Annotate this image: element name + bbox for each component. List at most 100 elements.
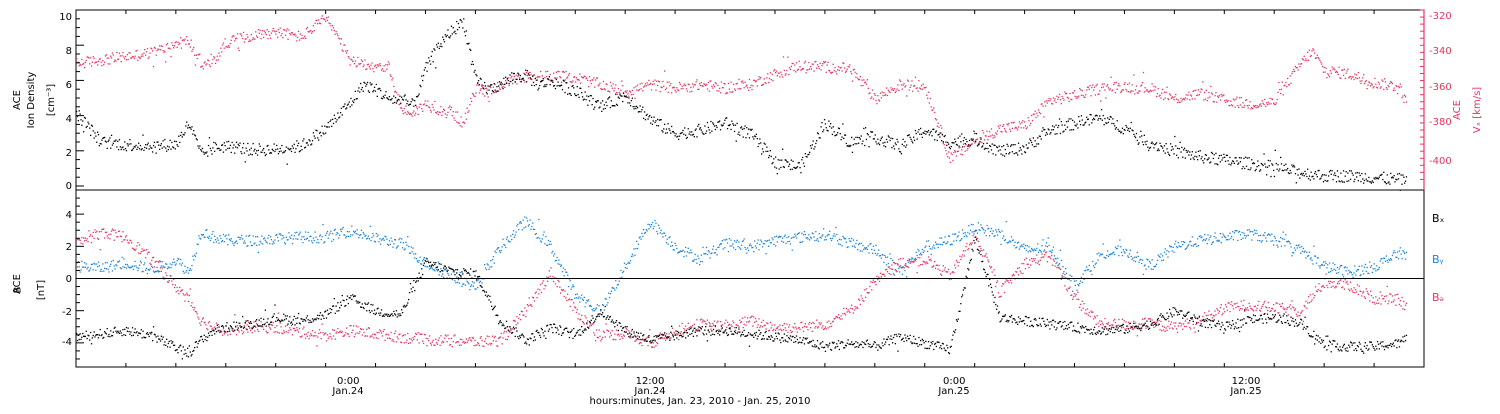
- bz-point: [443, 337, 446, 339]
- by-point: [1120, 251, 1123, 254]
- density-point: [945, 141, 947, 143]
- density-point: [579, 87, 581, 89]
- vx-point: [668, 81, 670, 83]
- by-point: [1323, 264, 1325, 266]
- by-point: [314, 231, 316, 233]
- vx-point: [1369, 82, 1371, 84]
- density-point: [702, 133, 704, 135]
- by-point: [1358, 265, 1360, 267]
- bz-point: [90, 234, 92, 236]
- by-point: [547, 239, 550, 242]
- density-point: [1092, 119, 1094, 121]
- vx-point: [235, 37, 238, 39]
- bz-point: [365, 335, 367, 337]
- bz-point: [191, 302, 193, 304]
- by-point: [451, 279, 453, 281]
- density-point: [711, 130, 713, 132]
- by-point: [177, 257, 179, 260]
- by-point: [1288, 241, 1290, 243]
- vx-point: [1366, 88, 1368, 90]
- vx-point: [550, 80, 552, 82]
- by-point: [462, 283, 464, 285]
- density-point: [1102, 114, 1104, 117]
- vx-point: [1091, 86, 1093, 89]
- by-point: [120, 268, 122, 270]
- by-point: [269, 242, 271, 245]
- by-point: [1107, 250, 1109, 252]
- density-point: [1343, 181, 1345, 183]
- by-point: [1305, 257, 1307, 259]
- vx-point: [1295, 67, 1297, 69]
- vx-point: [844, 67, 846, 69]
- by-point: [1006, 242, 1008, 244]
- vx-point: [815, 60, 817, 63]
- by-point: [1090, 270, 1092, 272]
- by-point: [1192, 245, 1194, 247]
- vx-point: [878, 100, 881, 102]
- vx-point: [610, 85, 612, 87]
- vx-point: [285, 30, 287, 32]
- bz-point: [379, 329, 381, 331]
- vx-point: [885, 87, 888, 89]
- density-point: [989, 145, 991, 147]
- vx-point: [907, 80, 910, 82]
- by-point: [1012, 239, 1014, 241]
- density-point: [681, 131, 683, 134]
- vx-point: [1148, 91, 1150, 93]
- vx-point: [83, 62, 85, 65]
- density-point: [1209, 162, 1211, 164]
- vx-point: [830, 72, 832, 74]
- by-point: [549, 240, 551, 243]
- by-point: [918, 250, 920, 252]
- by-point: [736, 239, 738, 241]
- by-point: [1361, 265, 1363, 267]
- density-point: [418, 93, 420, 95]
- by-point: [1141, 262, 1143, 265]
- vx-point: [185, 43, 187, 45]
- density-point: [344, 103, 346, 105]
- vx-point: [938, 126, 940, 128]
- bz-point: [258, 325, 260, 327]
- vx-point: [541, 75, 543, 77]
- vx-point: [349, 64, 351, 66]
- vx-point: [839, 67, 841, 69]
- bz-point: [292, 327, 294, 329]
- density-point: [1306, 175, 1308, 178]
- by-point: [568, 278, 571, 280]
- density-point: [90, 124, 93, 126]
- density-point: [124, 147, 127, 150]
- vx-point: [260, 37, 262, 40]
- density-point: [992, 153, 994, 155]
- vx-point: [146, 48, 149, 50]
- by-point: [194, 255, 197, 257]
- by-point: [722, 248, 724, 250]
- bz-point: [233, 330, 235, 333]
- density-point: [220, 149, 222, 151]
- density-point: [483, 88, 485, 90]
- by-point: [448, 274, 450, 276]
- by-point: [117, 261, 120, 263]
- density-point: [190, 128, 192, 130]
- vx-point: [1201, 88, 1203, 91]
- density-point: [1196, 156, 1198, 158]
- density-point: [1245, 165, 1248, 167]
- density-point: [321, 125, 323, 127]
- bz-point: [161, 267, 163, 269]
- vx-point: [135, 50, 137, 52]
- by-point: [1058, 263, 1061, 265]
- density-point: [240, 151, 242, 153]
- by-point: [180, 264, 183, 266]
- bz-point: [268, 325, 270, 327]
- density-point: [725, 117, 727, 119]
- bz-point: [168, 280, 170, 282]
- vx-point: [781, 74, 783, 76]
- by-point: [128, 266, 130, 269]
- by-point: [1187, 245, 1189, 247]
- bz-point: [440, 335, 442, 337]
- vx-point: [811, 63, 813, 65]
- by-point: [758, 249, 760, 251]
- density-point: [650, 116, 653, 118]
- density-point: [999, 149, 1001, 151]
- bz-point: [360, 328, 363, 331]
- density-point: [776, 173, 778, 175]
